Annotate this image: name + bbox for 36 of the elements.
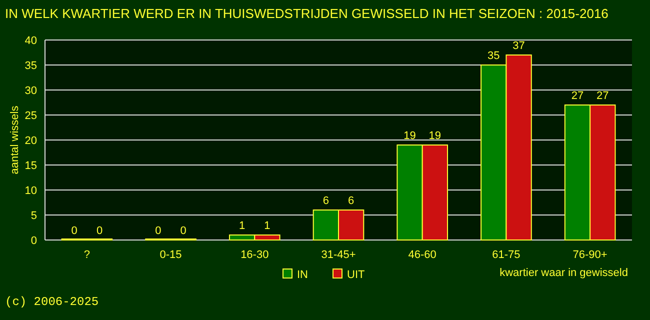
x-axis-title: kwartier waar in gewisseld [500,267,628,279]
y-tick-label: 10 [24,185,37,197]
y-tick-label: 20 [24,135,37,147]
data-label: 27 [571,90,584,102]
x-tick-label: 76-90+ [572,249,608,261]
chart-title: IN WELK KWARTIER WERD ER IN THUISWEDSTRIJDEN GEWISSELD IN HET SEIZOEN : 2015-2016 [5,6,608,21]
data-label: 35 [488,50,500,62]
y-tick-label: 30 [24,85,37,97]
data-label: 19 [428,130,442,142]
y-tick-label: 15 [24,160,37,172]
data-label: 0 [180,225,186,237]
y-axis-title: aantal wissels [9,105,21,174]
x-tick-label: ? [84,249,90,261]
legend-label: UIT [347,269,365,281]
x-tick-label: 0-15 [160,249,182,261]
data-label: 1 [264,220,270,232]
data-label: 0 [96,225,103,237]
x-tick-label: 31-45+ [321,249,356,261]
data-label: 0 [71,225,78,237]
data-label: 0 [155,225,162,237]
y-tick-label: 40 [24,35,37,47]
y-tick-label: 35 [24,60,37,72]
data-label: 19 [404,130,416,142]
data-label: 6 [322,195,329,207]
x-tick-label: 61-75 [492,249,520,261]
y-tick-label: 0 [30,235,37,247]
x-tick-label: 46-60 [408,249,436,261]
x-tick-label: 16-30 [240,249,269,261]
legend-label: IN [297,269,308,281]
data-label: 37 [512,40,525,52]
text: (c) 2006-2025 [5,295,99,309]
data-label: 6 [348,195,354,207]
y-tick-label: 5 [30,210,37,222]
data-label: 27 [596,90,609,102]
y-tick-label: 25 [24,110,37,122]
data-label: 1 [239,220,246,232]
